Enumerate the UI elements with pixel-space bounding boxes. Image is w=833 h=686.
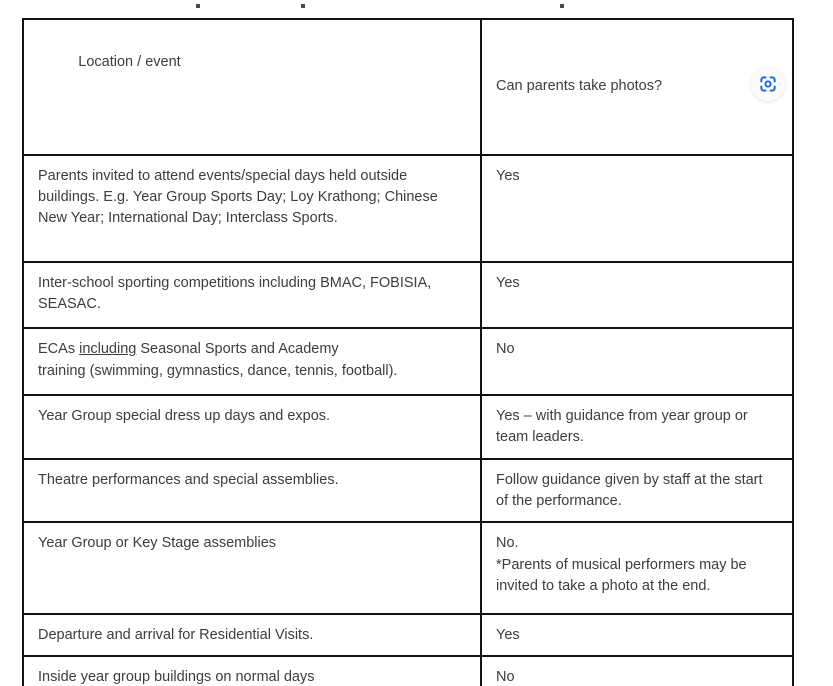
table-body: Parents invited to attend events/special…	[22, 153, 794, 686]
table-row: Parents invited to attend events/special…	[22, 153, 794, 264]
cropped-text-artifact	[301, 4, 305, 8]
table-row: Inter-school sporting competitions inclu…	[22, 261, 794, 330]
answer-cell: Yes	[480, 153, 794, 264]
column-header-photos: Can parents take photos?	[480, 18, 794, 156]
location-text: Inter-school sporting competitions inclu…	[38, 275, 436, 313]
answer-cell: Yes	[480, 612, 794, 657]
location-cell: Parents invited to attend events/special…	[22, 153, 482, 264]
cropped-text-artifact	[560, 4, 564, 8]
location-text: Inside year group buildings on normal da…	[38, 668, 315, 685]
location-text-underlined: including	[79, 341, 137, 358]
location-cell: Year Group special dress up days and exp…	[22, 393, 482, 461]
screen-capture-icon	[760, 76, 776, 92]
table-row: Year Group special dress up days and exp…	[22, 393, 794, 461]
location-cell: Inter-school sporting competitions inclu…	[22, 261, 482, 330]
location-text: Parents invited to attend events/special…	[38, 167, 442, 226]
table-row: Departure and arrival for Residential Vi…	[22, 612, 794, 657]
column-header-location-label: Location / event	[78, 54, 181, 71]
location-text: Year Group special dress up days and exp…	[38, 407, 331, 424]
location-text: Departure and arrival for Residential Vi…	[38, 626, 314, 643]
answer-cell: Follow guidance given by staff at the st…	[480, 458, 794, 524]
photo-policy-table: Location / event Can parents take photos…	[22, 18, 794, 686]
location-cell: Year Group or Key Stage assemblies	[22, 521, 482, 615]
answer-cell: Yes	[480, 261, 794, 330]
screen-capture-button[interactable]	[751, 67, 785, 102]
location-text: ECAs	[38, 341, 80, 358]
location-text: Year Group or Key Stage assemblies	[38, 535, 277, 552]
cropped-text-artifact	[196, 4, 200, 8]
table-row: Theatre performances and special assembl…	[22, 458, 794, 524]
table-row: Inside year group buildings on normal da…	[22, 654, 794, 686]
answer-cell: No	[480, 327, 794, 396]
column-header-location: Location / event	[22, 18, 482, 156]
location-cell: Departure and arrival for Residential Vi…	[22, 612, 482, 657]
table-row: Year Group or Key Stage assemblies No. *P…	[22, 521, 794, 615]
location-cell: Theatre performances and special assembl…	[22, 458, 482, 524]
answer-cell: No. *Parents of musical performers may b…	[480, 521, 794, 615]
header-row: Location / event Can parents take photos…	[22, 18, 794, 156]
answer-cell: Yes – with guidance from year group or t…	[480, 393, 794, 461]
column-header-photos-label: Can parents take photos?	[496, 78, 663, 95]
location-text: Theatre performances and special assembl…	[38, 472, 339, 489]
answer-cell: No	[480, 654, 794, 686]
location-cell: Inside year group buildings on normal da…	[22, 654, 482, 686]
location-text: Seasonal Sports and Academy training (sw…	[38, 341, 398, 379]
table-row: ECAs including Seasonal Sports and Acade…	[22, 327, 794, 396]
location-cell: ECAs including Seasonal Sports and Acade…	[22, 327, 482, 396]
